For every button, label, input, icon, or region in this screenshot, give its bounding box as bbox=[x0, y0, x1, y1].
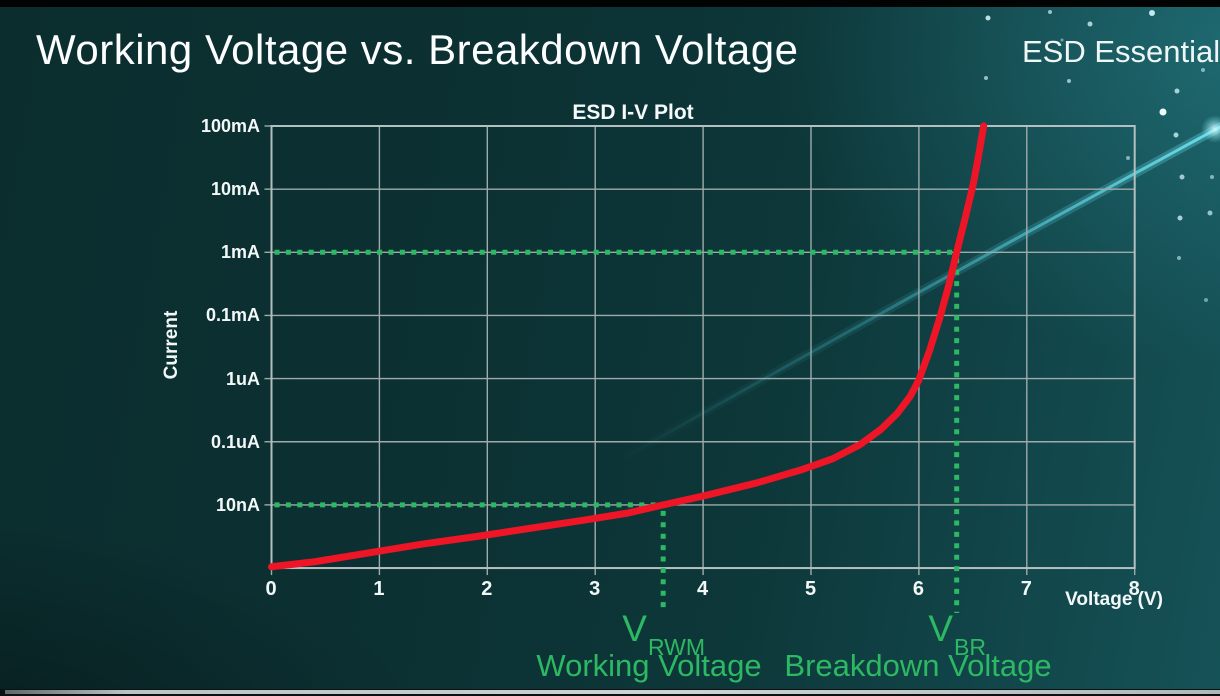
y-tick-label: 10nA bbox=[215, 494, 260, 515]
y-tick-label: 0.1uA bbox=[210, 431, 260, 452]
working-voltage-caption: Working Voltage bbox=[536, 648, 762, 683]
chart-title: ESD I-V Plot bbox=[572, 101, 694, 124]
bottom-video-bar bbox=[0, 689, 1220, 696]
marker-vrwm-label: VRWM bbox=[622, 608, 705, 660]
x-tick-label: 6 bbox=[912, 578, 924, 600]
x-tick-label: 7 bbox=[1020, 578, 1032, 600]
y-tick-label: 100mA bbox=[200, 116, 260, 136]
brand-text: ESD Essentials bbox=[1022, 34, 1220, 69]
y-axis-tick-labels: 100mA 10mA 1mA 0.1mA 1uA 0.1uA 10nA bbox=[140, 115, 260, 575]
marker-vbr-label: VBR bbox=[928, 608, 986, 660]
y-tick-label: 1uA bbox=[225, 368, 260, 389]
x-axis-label: Voltage (V) bbox=[1065, 589, 1163, 610]
bottom-bar-highlight bbox=[5, 690, 1220, 694]
vrwm-subscript: RWM bbox=[647, 634, 706, 661]
x-tick-label: 5 bbox=[804, 578, 817, 600]
vbr-subscript: BR bbox=[954, 634, 986, 661]
vrwm-symbol: V bbox=[622, 608, 647, 649]
x-tick-label: 8 bbox=[1128, 578, 1140, 600]
x-tick-label: 4 bbox=[697, 578, 709, 600]
breakdown-voltage-caption: Breakdown Voltage bbox=[784, 648, 1052, 683]
top-letterbox-bar bbox=[0, 0, 1220, 7]
vbr-symbol: V bbox=[928, 608, 954, 649]
x-tick-label: 0 bbox=[265, 578, 277, 600]
slide-title: Working Voltage vs. Breakdown Voltage bbox=[36, 26, 799, 73]
x-tick-label: 2 bbox=[481, 578, 493, 600]
x-tick-label: 3 bbox=[589, 578, 601, 600]
x-tick-label: 1 bbox=[373, 578, 385, 600]
y-tick-label: 1mA bbox=[220, 242, 260, 263]
y-tick-label: 0.1mA bbox=[205, 305, 260, 326]
y-tick-label: 10mA bbox=[210, 179, 260, 200]
